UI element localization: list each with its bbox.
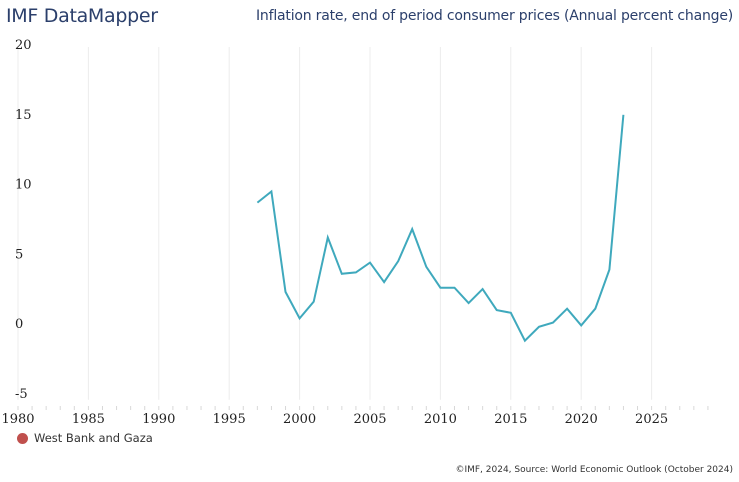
y-tick-label: 0 bbox=[15, 317, 23, 332]
data-point bbox=[508, 310, 514, 316]
x-axis-ticks: 1980 1985 1990 1995 2000 2005 2010 2015 2020 2025 bbox=[1, 412, 668, 427]
data-point bbox=[494, 307, 500, 313]
legend-item[interactable]: West Bank and Gaza bbox=[17, 431, 153, 445]
x-tick-label: 2025 bbox=[635, 412, 668, 427]
data-point bbox=[592, 306, 598, 312]
x-tick-label: 1990 bbox=[142, 412, 175, 427]
x-tick-label: 2020 bbox=[565, 412, 598, 427]
data-point bbox=[311, 299, 317, 305]
data-point bbox=[254, 200, 260, 206]
data-point bbox=[466, 300, 472, 306]
x-tick-label: 1980 bbox=[1, 412, 34, 427]
x-tick-label: 2005 bbox=[353, 412, 386, 427]
data-point bbox=[353, 269, 359, 275]
data-point bbox=[564, 306, 570, 312]
data-point bbox=[283, 289, 289, 295]
legend-label: West Bank and Gaza bbox=[34, 431, 153, 445]
y-axis-ticks: 20 15 10 5 0 -5 bbox=[15, 38, 32, 402]
data-point bbox=[578, 322, 584, 328]
data-point bbox=[620, 112, 626, 118]
data-point bbox=[367, 260, 373, 266]
brand-logo-text: IMF DataMapper bbox=[6, 5, 158, 27]
x-minor-ticks bbox=[17, 406, 709, 410]
data-point bbox=[606, 267, 612, 273]
source-credit: ©IMF, 2024, Source: World Economic Outlo… bbox=[455, 465, 733, 475]
data-point bbox=[423, 264, 429, 270]
series-line bbox=[256, 114, 625, 343]
x-tick-label: 2000 bbox=[283, 412, 316, 427]
data-point bbox=[268, 188, 274, 194]
data-point bbox=[395, 258, 401, 264]
x-tick-label: 1995 bbox=[213, 412, 246, 427]
data-point bbox=[550, 320, 556, 326]
y-tick-label: 20 bbox=[15, 38, 32, 53]
data-point bbox=[381, 279, 387, 285]
grid-lines bbox=[17, 47, 653, 400]
series-group bbox=[254, 112, 626, 344]
data-point bbox=[297, 315, 303, 321]
y-tick-label: 5 bbox=[15, 247, 23, 262]
data-point bbox=[536, 324, 542, 330]
legend-color-dot bbox=[17, 432, 28, 444]
data-point bbox=[437, 285, 443, 291]
y-tick-label: 10 bbox=[15, 178, 32, 193]
x-tick-label: 2010 bbox=[424, 412, 457, 427]
y-tick-label: 15 bbox=[15, 108, 32, 123]
y-tick-label: -5 bbox=[15, 387, 28, 402]
x-tick-label: 1985 bbox=[72, 412, 105, 427]
chart-title: Inflation rate, end of period consumer p… bbox=[256, 8, 733, 24]
data-point bbox=[339, 271, 345, 277]
data-point bbox=[451, 285, 457, 291]
data-point bbox=[480, 286, 486, 292]
data-point bbox=[325, 235, 331, 241]
x-tick-label: 2015 bbox=[494, 412, 527, 427]
data-point bbox=[522, 338, 528, 344]
data-point bbox=[409, 226, 415, 232]
